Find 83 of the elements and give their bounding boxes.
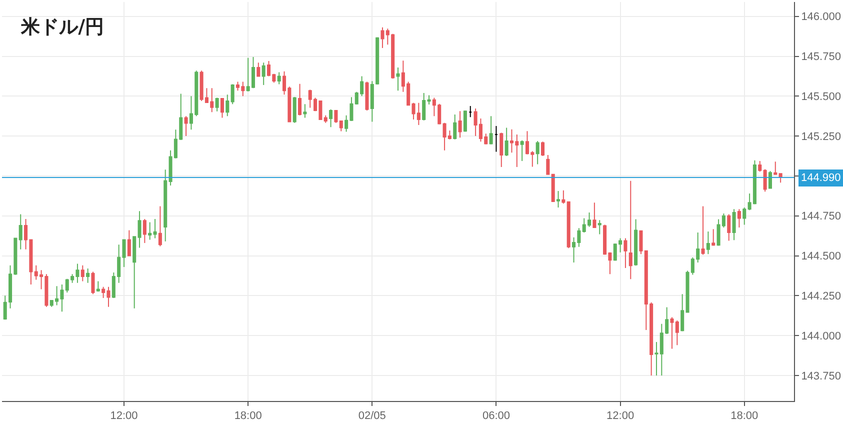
candlestick xyxy=(215,97,219,112)
candlestick xyxy=(365,81,369,112)
candlestick xyxy=(277,72,281,85)
y-tick-label: 143.750 xyxy=(801,370,841,382)
candlestick xyxy=(132,236,136,309)
candlestick xyxy=(701,206,705,256)
candlestick xyxy=(303,104,307,118)
candlestick xyxy=(540,141,545,157)
candlestick xyxy=(292,96,296,124)
y-tick-label: 144.000 xyxy=(801,330,841,342)
candlestick xyxy=(504,127,508,157)
x-tick-label: 06:00 xyxy=(482,410,510,422)
candlestick xyxy=(230,84,234,105)
candlestick xyxy=(737,208,741,228)
candlestick xyxy=(184,116,188,137)
x-tick-label: 12:00 xyxy=(110,410,138,422)
candlestick xyxy=(138,210,142,248)
candlestick xyxy=(226,94,230,117)
candlestick xyxy=(80,264,84,282)
candlestick xyxy=(562,190,566,204)
x-tick-label: 18:00 xyxy=(234,410,262,422)
candlestick xyxy=(427,94,431,105)
candlestick xyxy=(158,206,162,247)
candlestick xyxy=(742,207,746,226)
candlestick xyxy=(639,230,643,255)
candlestick xyxy=(86,268,90,284)
candlestick xyxy=(628,180,632,280)
y-tick-label: 144.750 xyxy=(801,210,841,223)
candlestick xyxy=(453,114,457,140)
candlestick xyxy=(339,120,343,132)
candlestick xyxy=(634,218,638,266)
ref-line-label: 144.990 xyxy=(801,172,841,184)
candlestick xyxy=(774,161,778,175)
candlestick xyxy=(329,108,333,128)
candlestick xyxy=(256,62,260,77)
candlestick xyxy=(463,110,467,132)
candlestick xyxy=(778,173,782,184)
y-tick-label: 145.750 xyxy=(801,51,841,64)
y-tick-label: 144.250 xyxy=(801,290,841,303)
x-tick-label: 12:00 xyxy=(606,410,634,422)
candlestick xyxy=(768,170,772,189)
candlestick xyxy=(763,168,767,192)
candlestick xyxy=(220,98,224,118)
candlestick xyxy=(262,62,266,86)
y-tick-label: 146.000 xyxy=(801,11,841,24)
candlestick xyxy=(706,231,710,255)
y-tick-label: 145.500 xyxy=(801,91,841,104)
candlestick xyxy=(520,140,524,162)
candlestick xyxy=(598,220,602,235)
x-tick-label: 02/05 xyxy=(358,410,386,422)
candlestick xyxy=(127,230,131,256)
x-tick-label: 18:00 xyxy=(730,410,758,422)
candlestick xyxy=(712,228,716,246)
candlestick xyxy=(468,106,472,118)
candlestick xyxy=(422,92,426,121)
candlestick xyxy=(500,132,504,168)
candlestick xyxy=(334,110,338,124)
candlestick xyxy=(624,238,628,269)
candlestick xyxy=(142,218,146,244)
candlestick xyxy=(324,114,328,124)
candlestick xyxy=(556,190,560,208)
candlestick xyxy=(18,214,22,250)
candlestick xyxy=(91,271,95,295)
candlestick xyxy=(494,126,498,152)
candlestick xyxy=(732,208,736,241)
candlestick xyxy=(148,222,152,240)
y-tick-label: 144.500 xyxy=(801,250,841,263)
candlestick xyxy=(153,218,157,239)
candlestick xyxy=(546,154,550,175)
candlestick xyxy=(458,110,462,138)
candlestick xyxy=(758,160,762,172)
candlestick xyxy=(396,66,400,92)
candlestick xyxy=(566,201,570,249)
candlestick xyxy=(164,169,168,242)
candlestick xyxy=(96,280,100,292)
candlestick xyxy=(592,202,596,228)
candlestick xyxy=(298,83,302,116)
candlestick xyxy=(727,214,731,242)
y-tick-label: 145.250 xyxy=(801,130,841,143)
candlestick xyxy=(551,174,555,202)
text: 米ドル/円 xyxy=(20,16,104,38)
candlestick xyxy=(489,116,493,145)
candlestick xyxy=(536,140,540,165)
